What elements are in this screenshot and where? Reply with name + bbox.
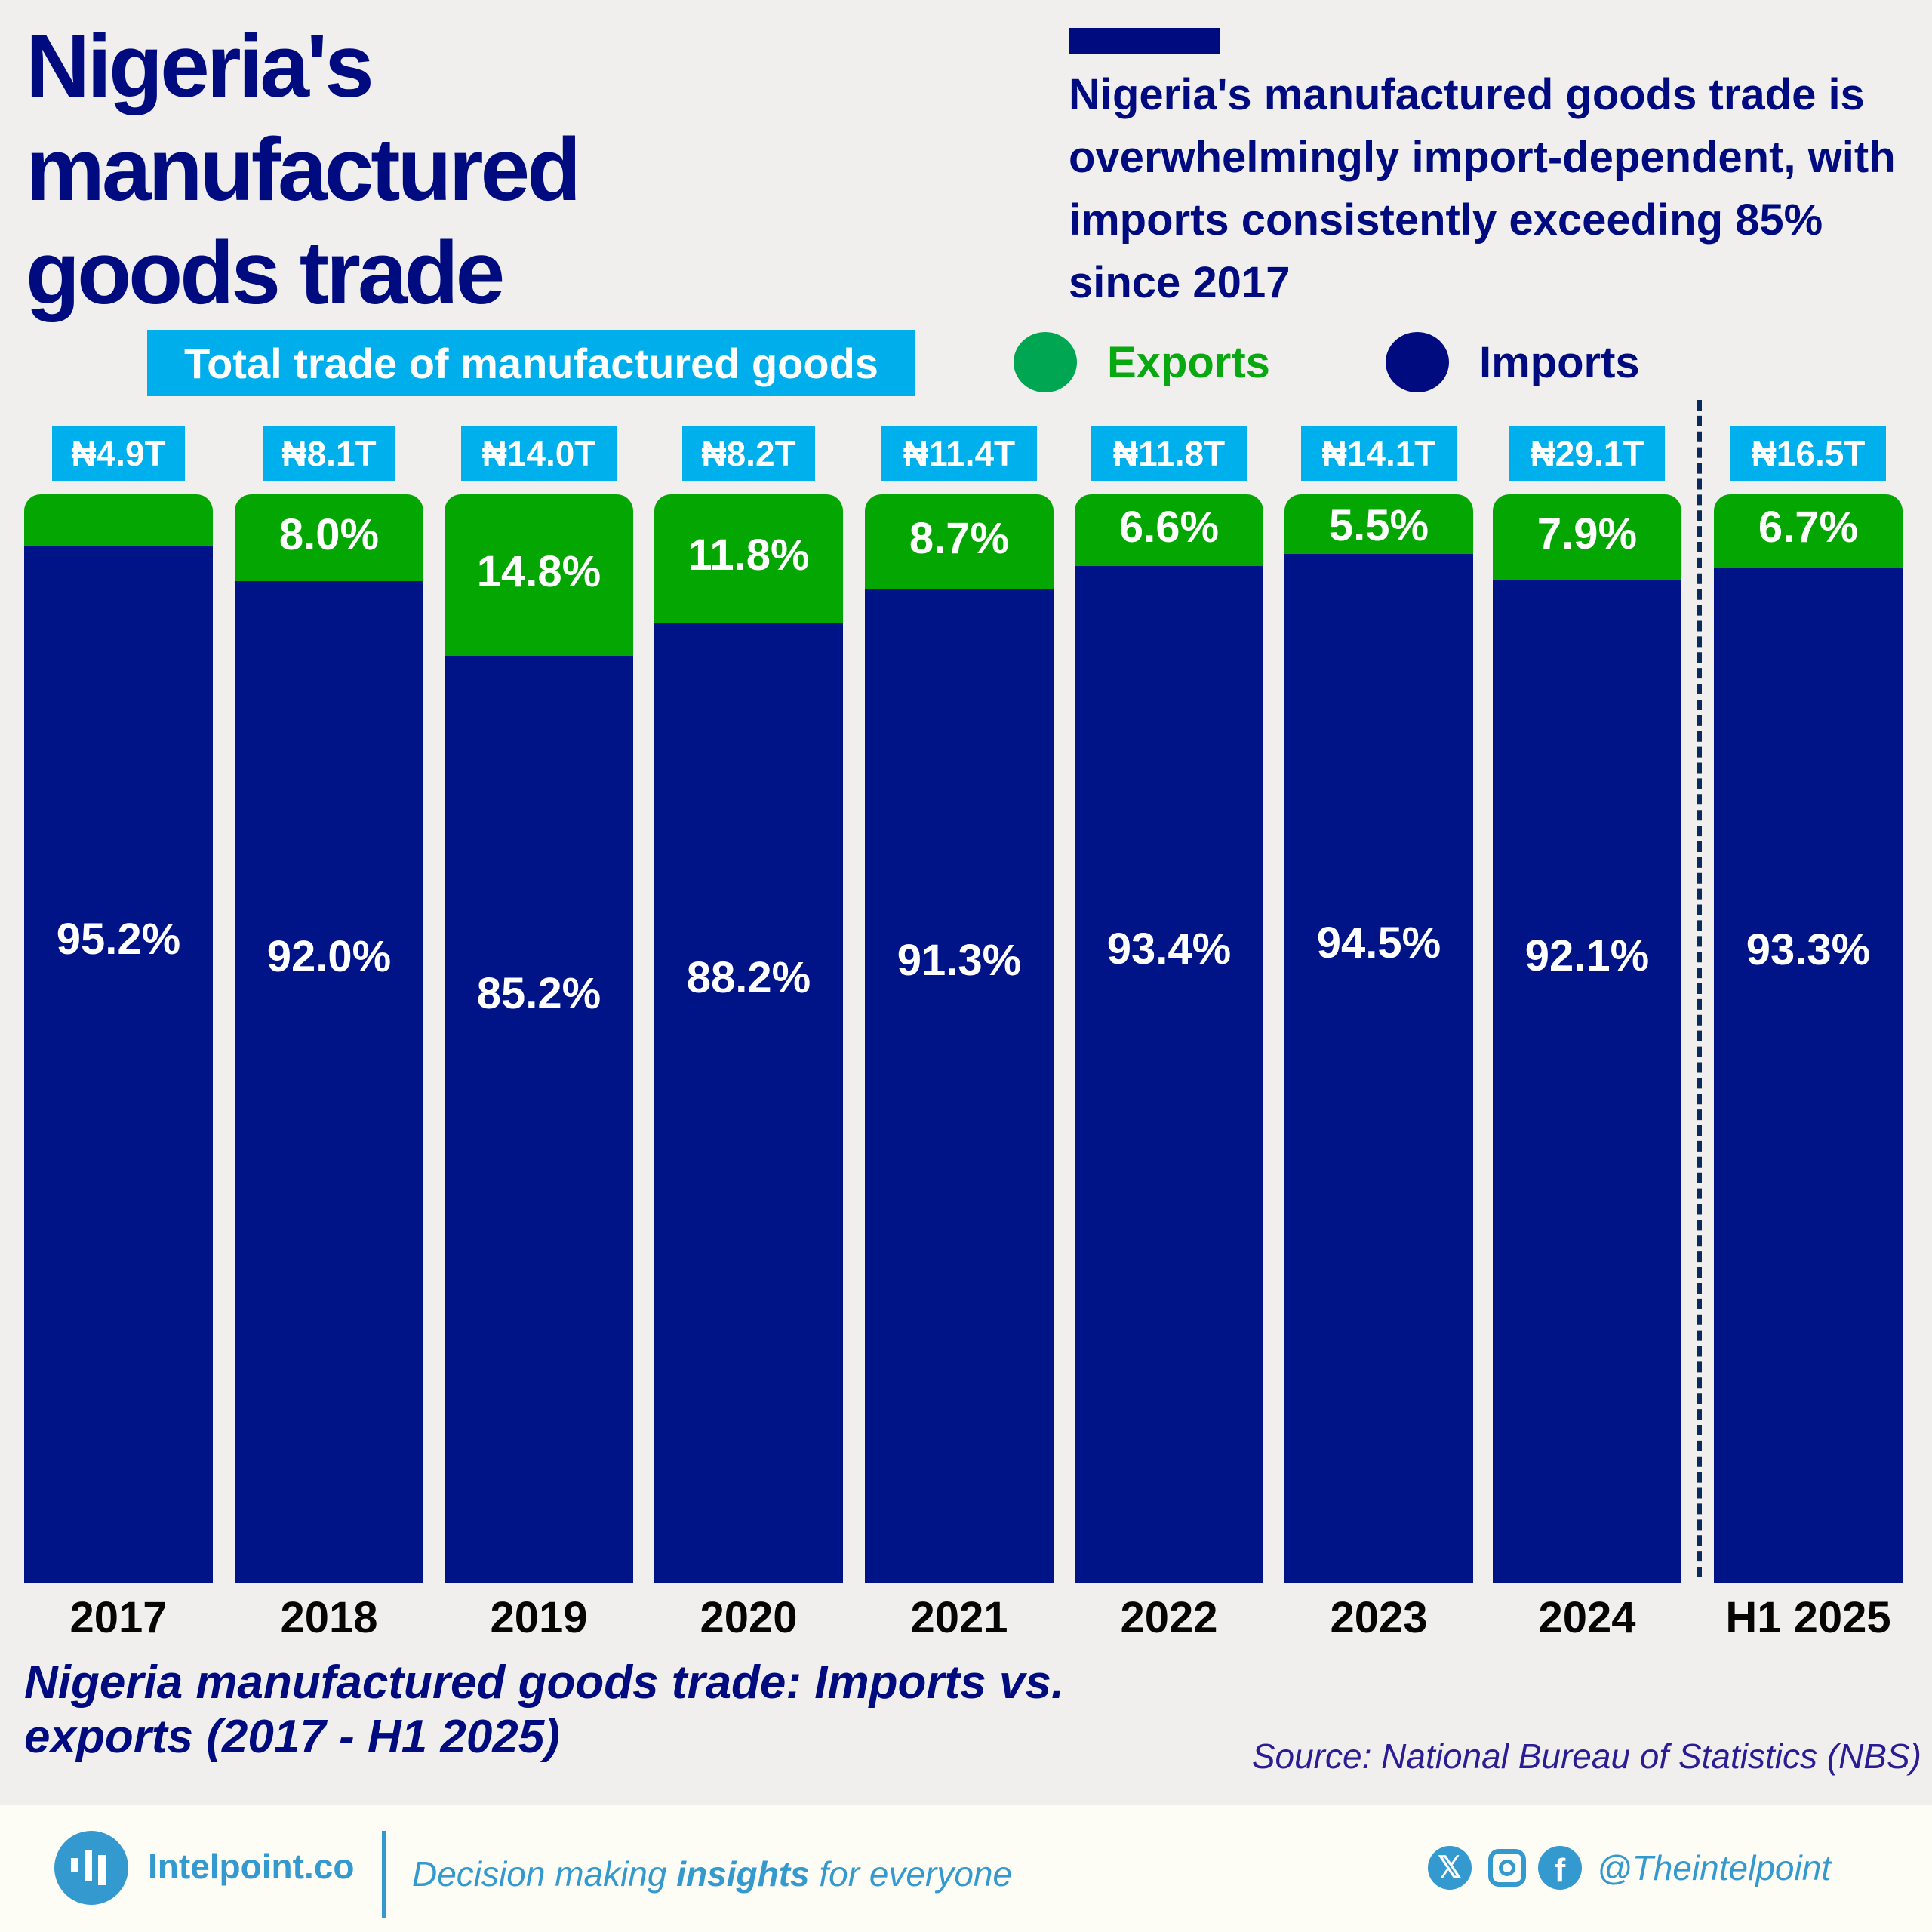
x-tick-label: 2023 xyxy=(1330,1593,1428,1642)
total-trade-label: Total trade of manufactured goods xyxy=(147,330,915,396)
brand-name[interactable]: Intelpoint.co xyxy=(148,1847,355,1886)
imports-value-label: 95.2% xyxy=(56,915,181,964)
legend-exports-label: Exports xyxy=(1107,337,1270,387)
imports-segment: 95.2% xyxy=(24,546,213,1583)
legend-imports: Imports xyxy=(1386,332,1640,392)
imports-segment: 91.3% xyxy=(865,589,1054,1583)
imports-value-label: 94.5% xyxy=(1316,918,1441,968)
exports-segment: 6.6% xyxy=(1075,494,1263,567)
bar-2018: 8.0% 92.0% xyxy=(235,494,423,1583)
imports-segment: 92.0% xyxy=(235,581,423,1583)
x-twitter-icon[interactable]: 𝕏 xyxy=(1428,1846,1472,1890)
bar-2022: 6.6% 93.4% xyxy=(1075,494,1263,1583)
total-value-badge: ₦4.9T xyxy=(52,426,185,481)
total-value-badge: ₦8.2T xyxy=(682,426,815,481)
imports-value-label: 88.2% xyxy=(686,952,811,1002)
exports-segment: 6.7% xyxy=(1714,494,1903,568)
imports-value-label: 91.3% xyxy=(897,936,1022,986)
bar-2023: 5.5% 94.5% xyxy=(1284,494,1473,1583)
bar-2019: 14.8% 85.2% xyxy=(445,494,633,1583)
bar-2024: 7.9% 92.1% xyxy=(1493,494,1681,1583)
imports-segment: 88.2% xyxy=(654,623,843,1583)
exports-segment xyxy=(24,494,213,547)
imports-value-label: 93.3% xyxy=(1746,924,1871,974)
exports-segment: 11.8% xyxy=(654,494,843,623)
total-value-badge: ₦16.5T xyxy=(1730,426,1886,481)
x-tick-label: 2022 xyxy=(1120,1593,1218,1642)
imports-value-label: 85.2% xyxy=(476,969,601,1019)
total-value-badge: ₦8.1T xyxy=(263,426,395,481)
exports-value-label: 8.7% xyxy=(909,513,1010,563)
exports-dot-icon xyxy=(1014,332,1077,392)
bar-h1-2025: 6.7% 93.3% xyxy=(1714,494,1903,1583)
imports-dot-icon xyxy=(1386,332,1449,392)
imports-segment: 93.4% xyxy=(1075,566,1263,1583)
tagline-bold: insights xyxy=(676,1854,810,1894)
exports-value-label: 6.6% xyxy=(1118,502,1220,552)
x-tick-label: 2021 xyxy=(910,1593,1008,1642)
tagline-post: for everyone xyxy=(809,1854,1013,1894)
exports-value-label: 11.8% xyxy=(688,531,810,580)
facebook-icon[interactable]: f xyxy=(1538,1846,1582,1890)
summary-text: Nigeria's manufactured goods trade is ov… xyxy=(1069,70,1896,307)
exports-value-label: 6.7% xyxy=(1758,503,1859,552)
exports-segment: 7.9% xyxy=(1493,494,1681,580)
exports-value-label: 7.9% xyxy=(1537,509,1638,558)
source-note: Source: National Bureau of Statistics (N… xyxy=(1251,1737,1921,1776)
imports-segment: 92.1% xyxy=(1493,580,1681,1583)
exports-segment: 5.5% xyxy=(1284,494,1473,555)
total-value-badge: ₦14.1T xyxy=(1301,426,1457,481)
exports-value-label: 5.5% xyxy=(1328,501,1429,550)
total-value-badge: ₦11.8T xyxy=(1091,426,1247,481)
bar-2020: 11.8% 88.2% xyxy=(654,494,843,1583)
x-tick-label: 2020 xyxy=(700,1593,798,1642)
exports-segment: 8.0% xyxy=(235,494,423,582)
imports-value-label: 92.0% xyxy=(266,932,392,982)
x-tick-label: 2019 xyxy=(490,1593,588,1642)
x-tick-label: 2017 xyxy=(69,1593,168,1642)
main-title: Nigeria's manufactured goods trade xyxy=(26,17,581,323)
exports-value-label: 14.8% xyxy=(476,546,601,596)
total-value-badge: ₦11.4T xyxy=(881,426,1037,481)
tagline: Decision making insights for everyone xyxy=(412,1854,1012,1894)
bar-2017: 95.2% xyxy=(24,494,213,1583)
imports-segment: 93.3% xyxy=(1714,567,1903,1583)
legend-imports-label: Imports xyxy=(1479,337,1640,387)
total-value-badge: ₦14.0T xyxy=(461,426,617,481)
intelpoint-logo-icon xyxy=(54,1831,128,1905)
imports-value-label: 92.1% xyxy=(1524,931,1650,981)
x-tick-label: 2024 xyxy=(1538,1593,1636,1642)
instagram-icon[interactable] xyxy=(1488,1849,1526,1887)
footer-divider xyxy=(382,1831,386,1918)
footer xyxy=(0,1805,1932,1932)
imports-segment: 85.2% xyxy=(445,655,633,1583)
x-tick-label: H1 2025 xyxy=(1725,1593,1891,1642)
legend-exports: Exports xyxy=(1014,332,1270,392)
accent-bar xyxy=(1069,28,1220,54)
h1-divider-line xyxy=(1697,400,1702,1577)
tagline-pre: Decision making xyxy=(412,1854,677,1894)
exports-segment: 8.7% xyxy=(865,494,1054,589)
exports-value-label: 8.0% xyxy=(278,509,380,559)
chart-subtitle: Nigeria manufactured goods trade: Import… xyxy=(24,1657,1065,1763)
social-handle[interactable]: @Theintelpoint xyxy=(1597,1848,1832,1887)
bar-2021: 8.7% 91.3% xyxy=(865,494,1054,1583)
x-tick-label: 2018 xyxy=(280,1593,378,1642)
exports-segment: 14.8% xyxy=(445,494,633,656)
imports-segment: 94.5% xyxy=(1284,554,1473,1583)
total-value-badge: ₦29.1T xyxy=(1509,426,1665,481)
imports-value-label: 93.4% xyxy=(1106,924,1232,974)
stacked-bar-chart: 95.2% ₦4.9T 2017 8.0% 92.0% ₦8.1T 2018 14.8% 85.… xyxy=(24,426,1903,1642)
